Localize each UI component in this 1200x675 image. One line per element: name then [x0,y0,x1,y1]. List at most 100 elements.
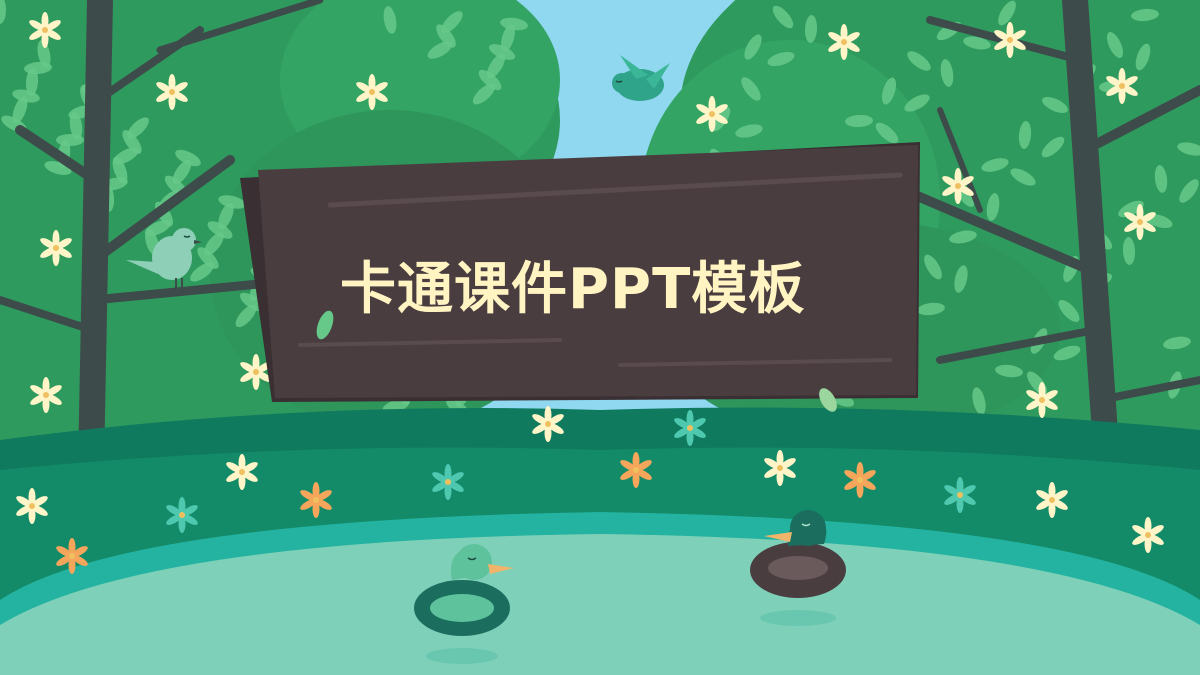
flower-icon [942,168,974,204]
flower-icon [156,74,188,110]
leaf-icon [940,59,954,87]
leaf-icon [1058,299,1080,323]
leaf-icon [972,387,986,415]
flower-icon [300,482,332,518]
flower-icon [30,377,62,413]
flower-icon [56,538,88,574]
leaf-icon [175,149,201,167]
leaf-icon [204,232,224,256]
leaf-icon [819,388,837,412]
duck-icon [414,544,514,664]
leaf-icon [1010,168,1036,186]
leaf-icon [235,304,257,328]
leaf-icon [735,124,763,138]
leaf-icon [172,159,192,185]
leaf-icon [904,94,930,112]
slide-title: 卡通课件PPT模板 [340,257,806,322]
flower-icon [1026,382,1058,418]
leaf-icon [441,11,463,33]
leaf-icon [316,310,334,340]
flower-icon [40,230,72,266]
leaf-icon [69,112,83,140]
leaf-icon [741,77,761,101]
leaf-icon [954,265,968,293]
leaf-icon [804,15,818,43]
leaf-icon [875,122,899,144]
leaf-icon [122,130,142,154]
leaf-icon [1018,121,1032,149]
leaf-icon [37,40,51,68]
flower-icon [944,477,976,513]
flower-icon [696,96,728,132]
flower-icon [674,410,706,446]
leaf-icon [12,96,28,124]
leaf-icon [1041,136,1065,158]
leaf-icon [1179,179,1199,203]
leaf-icon [995,364,1023,378]
leaf-icon [1163,336,1191,350]
leaf-icon [1053,345,1081,361]
leaf-icon [207,221,233,239]
leaf-icon [1135,43,1151,71]
leaf-icon [1131,8,1159,22]
flower-icon [620,452,652,488]
leaf-icon [25,68,39,96]
leaf-icon [1106,32,1124,58]
leaf-icon [436,24,456,48]
flower-icon [1124,204,1156,240]
leaf-icon [112,156,128,184]
leaf-icon [501,24,515,52]
leaf-icon [0,0,6,24]
leaf-icon [986,193,1000,221]
flower-icon [240,354,272,390]
leaf-icon [56,134,84,146]
leaf-icon [487,53,505,79]
leaf-icon [1042,96,1068,114]
leaf-icon [1154,165,1168,193]
leaf-icon [924,254,942,280]
leaf-icon [981,158,1009,172]
leaf-icon [218,202,234,230]
flower-icon [356,74,388,110]
leaf-icon [767,51,795,67]
pond-water [0,534,1200,675]
leaf-icon [478,69,502,91]
leaf-icon [218,195,246,209]
leaf-icon [488,44,516,60]
flower-icon [764,450,796,486]
leaf-icon [881,77,897,105]
leaf-icon [427,41,453,59]
leaf-icon [472,83,496,105]
leaf-icon [190,262,214,282]
leaf-icon [845,114,873,128]
flower-group [16,12,1164,574]
leaf-icon [127,117,149,139]
flower-icon [828,24,860,60]
flower-icon [994,22,1026,58]
sign-board-icon [240,142,920,412]
leaf-icon [12,89,40,103]
leaf-icon [239,292,265,312]
flower-icon [844,462,876,498]
leaf-icon [383,6,397,34]
flower-icon [166,497,198,533]
leaf-icon [963,36,991,50]
flower-icon [226,454,258,490]
leaf-icon [772,5,794,29]
bird-icon [612,55,670,101]
duck-icon [750,510,846,626]
flower-icon [432,464,464,500]
leaf-icon [917,302,945,316]
bird-icon [126,228,202,290]
leaf-icon [907,51,931,71]
leaf-icon [744,34,762,60]
flower-icon [16,488,48,524]
flower-icon [29,12,61,48]
flower-icon [1132,517,1164,553]
flower-icon [1106,68,1138,104]
flower-icon [1036,482,1068,518]
leaf-icon [1122,237,1136,265]
leaf-icon [1177,142,1200,156]
